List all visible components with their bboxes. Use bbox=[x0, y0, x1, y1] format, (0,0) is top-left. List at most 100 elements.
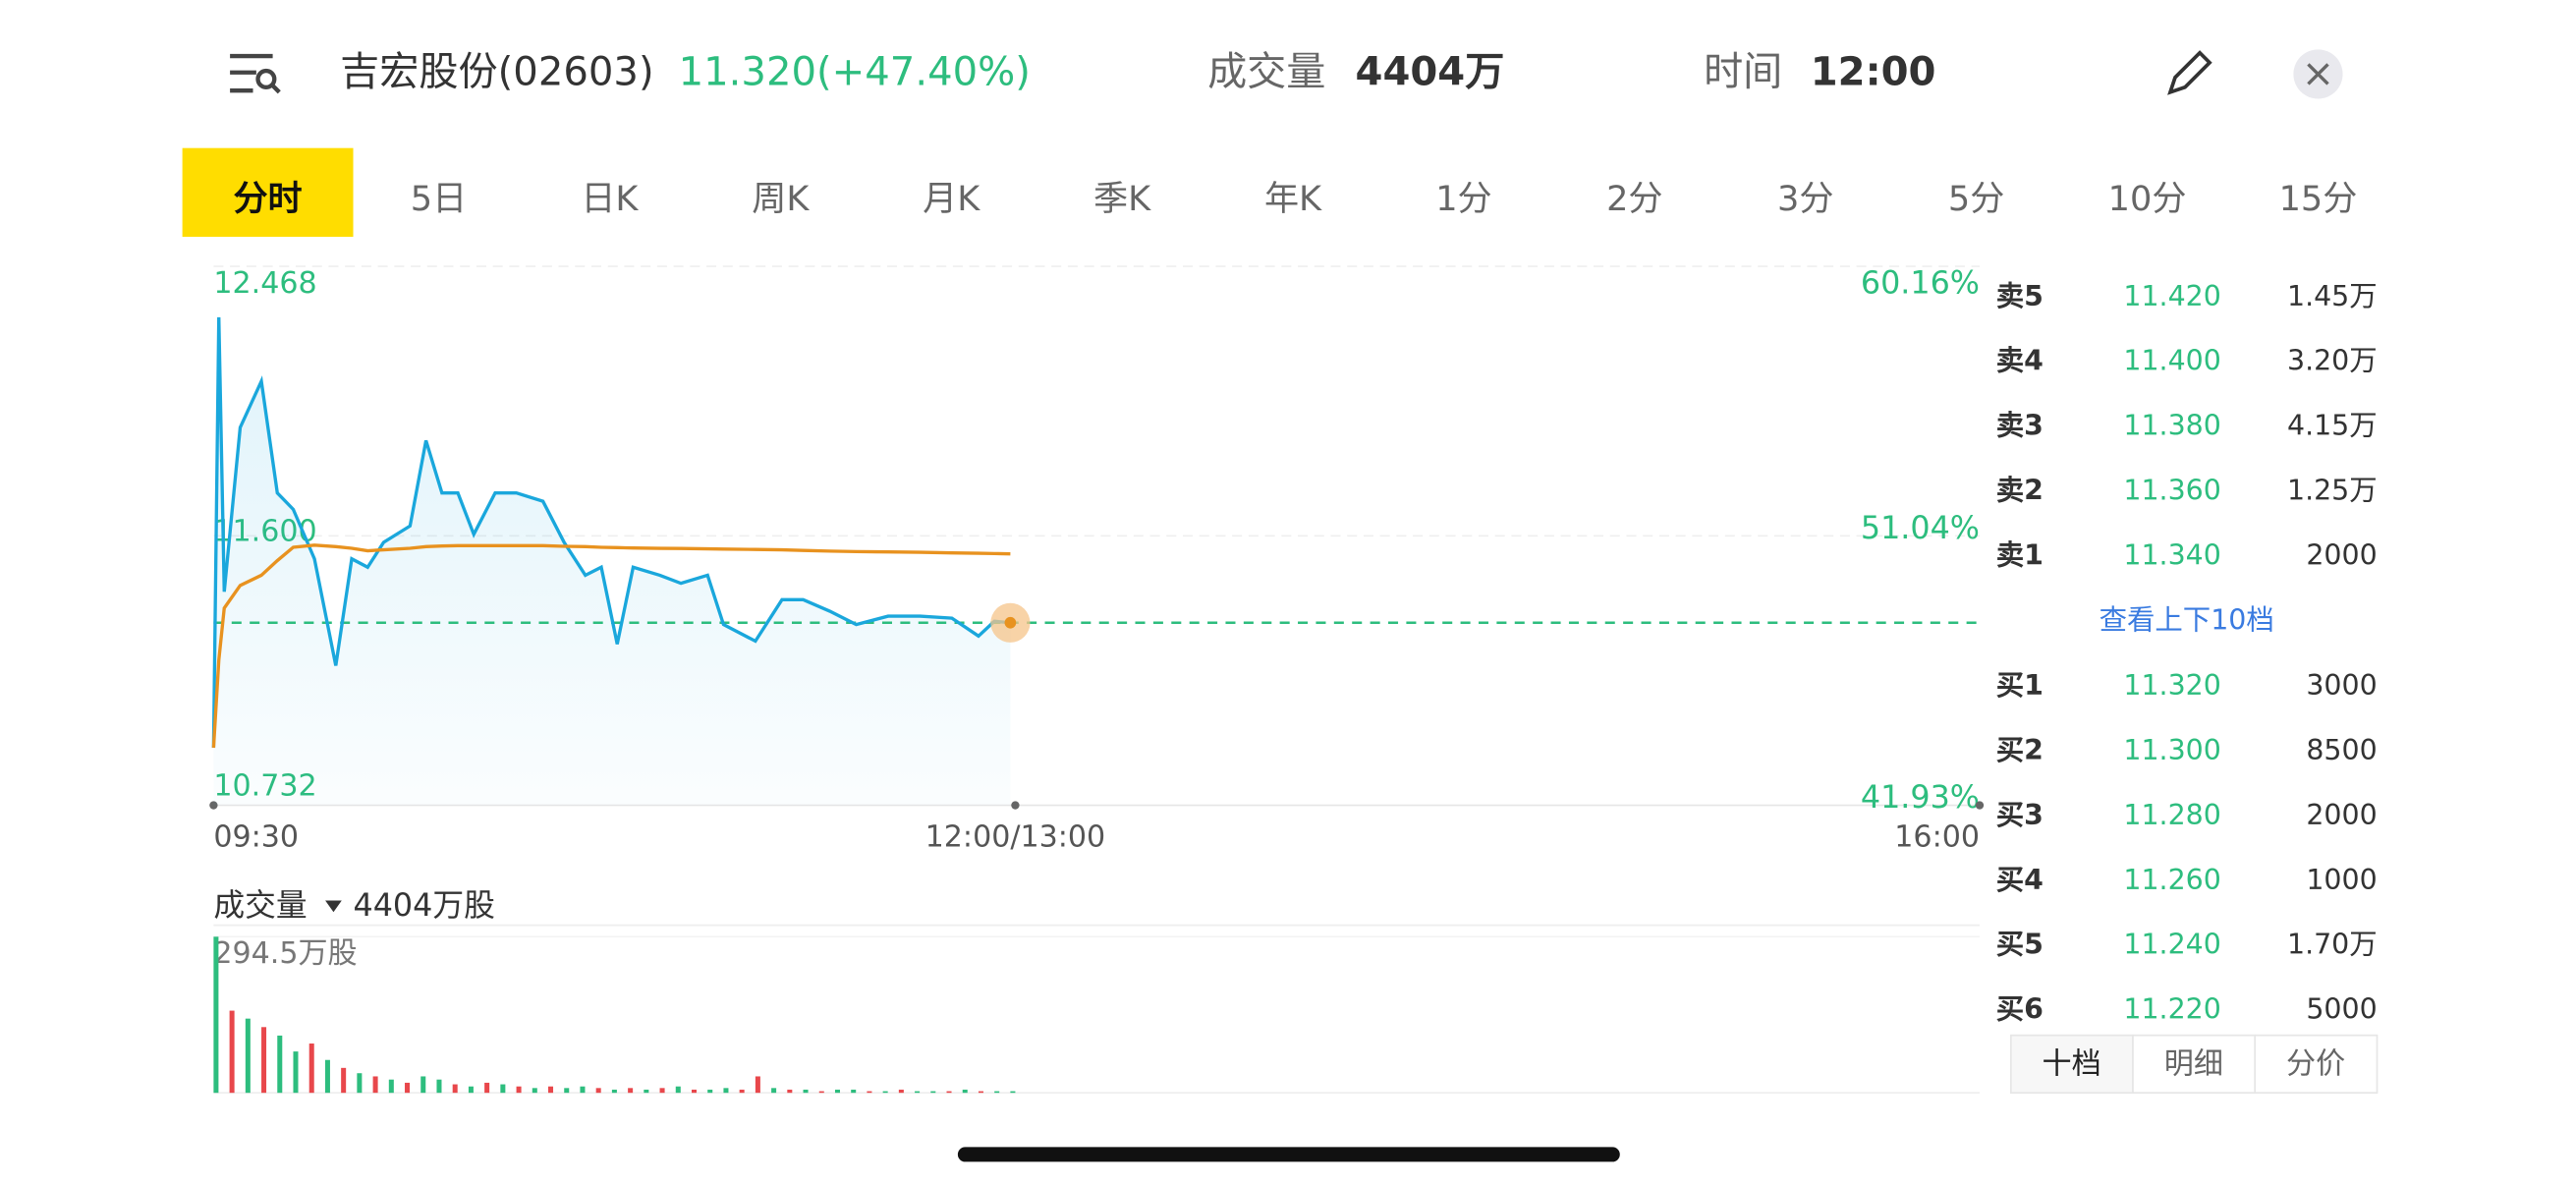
book-volume: 5000 bbox=[2306, 993, 2377, 1026]
book-label: 买1 bbox=[1996, 669, 2044, 702]
volume-bar bbox=[755, 1076, 760, 1094]
active-tab-bg bbox=[182, 147, 354, 237]
book-label: 卖3 bbox=[1996, 410, 2044, 442]
volume-bar bbox=[500, 1084, 506, 1094]
volume-bar bbox=[787, 1089, 793, 1094]
volume-bar bbox=[405, 1082, 411, 1094]
home-indicator bbox=[957, 1147, 1620, 1162]
book-button[interactable] bbox=[2254, 1034, 2379, 1095]
tab[interactable]: 季K bbox=[1093, 179, 1151, 219]
book-volume: 2000 bbox=[2306, 538, 2377, 571]
volume-bar bbox=[962, 1089, 968, 1094]
volume-dropdown[interactable] bbox=[325, 900, 342, 913]
book-volume: 1.45万 bbox=[2287, 280, 2378, 312]
volume-bar bbox=[1010, 1091, 1016, 1094]
volume-bar bbox=[867, 1091, 872, 1094]
volume-bar bbox=[691, 1089, 698, 1094]
y2-tick-label: 51.04% bbox=[1861, 511, 1980, 546]
book-button[interactable] bbox=[2132, 1034, 2257, 1095]
tab[interactable]: 5分 bbox=[1948, 179, 2004, 219]
volume-bar bbox=[580, 1086, 586, 1094]
volume-bar bbox=[245, 1018, 251, 1094]
tab[interactable]: 分时 bbox=[233, 179, 302, 219]
tab[interactable]: 月K bbox=[923, 179, 980, 219]
volume-bar bbox=[452, 1084, 458, 1094]
volume-bar bbox=[341, 1067, 347, 1094]
volume-bar bbox=[978, 1091, 983, 1094]
volume-bar bbox=[372, 1076, 378, 1094]
book-button-label[interactable]: 分价 bbox=[2286, 1046, 2345, 1081]
book-price: 11.360 bbox=[2123, 474, 2220, 506]
book-label: 买6 bbox=[1996, 993, 2044, 1026]
volume-bar bbox=[851, 1089, 857, 1094]
volume-bar bbox=[771, 1088, 777, 1094]
x-tick bbox=[1975, 801, 1985, 810]
volume-bar bbox=[659, 1088, 665, 1094]
book-volume: 3.20万 bbox=[2287, 345, 2378, 377]
x-tick-label: 09:30 bbox=[213, 819, 299, 854]
volume-bar bbox=[277, 1035, 283, 1094]
volume-title: 成交量 bbox=[213, 888, 307, 924]
book-price: 11.280 bbox=[2123, 799, 2220, 831]
book-price: 11.380 bbox=[2123, 410, 2220, 442]
book-price: 11.320 bbox=[2123, 669, 2220, 702]
book-button-label[interactable]: 明细 bbox=[2164, 1046, 2223, 1081]
volume-bar bbox=[261, 1027, 267, 1094]
price-line bbox=[211, 316, 1011, 749]
tab[interactable]: 年K bbox=[1264, 179, 1322, 219]
tab[interactable]: 周K bbox=[752, 179, 810, 219]
volume-bar bbox=[564, 1088, 570, 1094]
volume-bar bbox=[484, 1082, 490, 1094]
book-button-label[interactable]: 十档 bbox=[2043, 1046, 2101, 1081]
depth-link[interactable]: 查看上下10档 bbox=[2100, 603, 2274, 636]
book-price: 11.260 bbox=[2123, 864, 2220, 896]
book-label: 买4 bbox=[1996, 864, 2044, 896]
time: 12:00 bbox=[1811, 49, 1936, 94]
volume-label: 成交量 bbox=[1207, 49, 1325, 94]
volume-bar bbox=[946, 1091, 952, 1094]
book-volume: 4.15万 bbox=[2287, 410, 2378, 442]
tab[interactable]: 1分 bbox=[1435, 179, 1491, 219]
volume-bar bbox=[803, 1089, 809, 1094]
tab[interactable]: 5日 bbox=[411, 179, 467, 219]
tab[interactable]: 日K bbox=[581, 179, 639, 219]
volume-bar bbox=[675, 1086, 681, 1094]
volume-bar bbox=[308, 1044, 314, 1094]
volume-bar bbox=[818, 1091, 824, 1094]
volume-bar bbox=[739, 1089, 745, 1094]
tab[interactable]: 10分 bbox=[2108, 179, 2187, 219]
volume-bar bbox=[436, 1079, 442, 1094]
volume-bar bbox=[644, 1089, 649, 1094]
volume-bar bbox=[548, 1086, 554, 1094]
tab[interactable]: 2分 bbox=[1606, 179, 1662, 219]
time-label: 时间 bbox=[1704, 49, 1782, 94]
tab[interactable]: 3分 bbox=[1777, 179, 1833, 219]
book-price: 11.220 bbox=[2123, 993, 2220, 1026]
book-volume: 3000 bbox=[2306, 669, 2377, 702]
volume-total: 4404万股 bbox=[354, 888, 495, 924]
book-price: 11.240 bbox=[2123, 929, 2220, 961]
book-price: 11.340 bbox=[2123, 538, 2220, 571]
book-volume: 2000 bbox=[2306, 799, 2377, 831]
book-label: 卖5 bbox=[1996, 280, 2044, 312]
y2-tick-label: 41.93% bbox=[1861, 780, 1980, 816]
volume-bar bbox=[293, 1051, 299, 1094]
current-point bbox=[1004, 616, 1017, 629]
x-tick-label: 12:00/13:00 bbox=[925, 819, 1105, 854]
menu-icon[interactable] bbox=[230, 53, 281, 94]
x-tick-label: 16:00 bbox=[1894, 819, 1980, 854]
book-button[interactable] bbox=[2009, 1034, 2134, 1095]
volume-bar bbox=[357, 1073, 363, 1094]
close-button[interactable] bbox=[2293, 49, 2343, 99]
edit-icon[interactable] bbox=[2167, 50, 2212, 95]
volume-bar bbox=[723, 1088, 729, 1094]
tab[interactable]: 15分 bbox=[2279, 179, 2358, 219]
quote: 11.320(+47.40%) bbox=[679, 49, 1031, 94]
book-price: 11.300 bbox=[2123, 734, 2220, 766]
stock-name: 吉宏股份(02603) bbox=[340, 49, 653, 94]
average-line bbox=[211, 543, 1011, 749]
volume-bar bbox=[834, 1089, 840, 1094]
volume: 4404万 bbox=[1356, 49, 1505, 94]
book-label: 买2 bbox=[1996, 734, 2044, 766]
